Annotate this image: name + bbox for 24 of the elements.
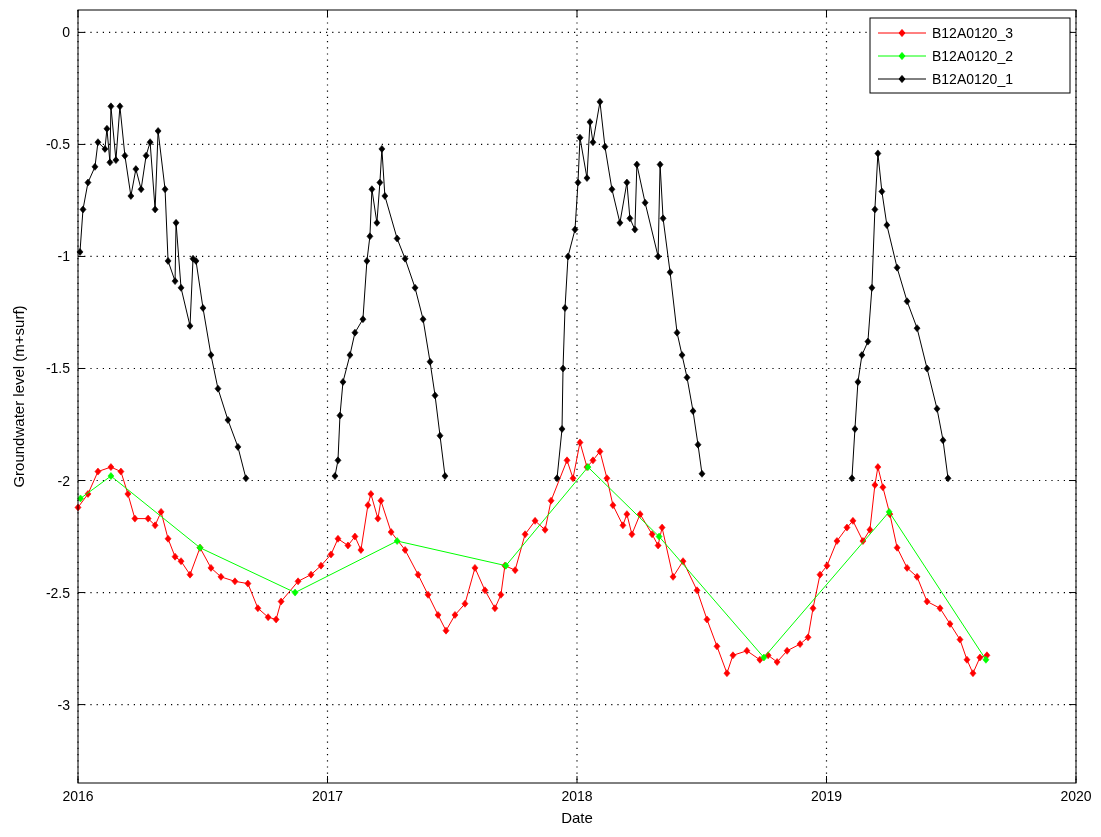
x-tick-label: 2017 <box>311 788 344 804</box>
x-axis-title: Date <box>561 809 593 826</box>
point <box>107 472 115 480</box>
legend-label: B12A0120_1 <box>932 71 1014 87</box>
x-tick-label: 2019 <box>810 788 843 804</box>
y-axis-title: Groundwater level (m+surf) <box>10 305 27 488</box>
y-tick-label: -1 <box>57 248 71 265</box>
point <box>291 588 299 597</box>
y-tick-label: -0.5 <box>45 136 71 153</box>
y-tick-label: -2.5 <box>45 584 71 601</box>
y-tick-label: -1.5 <box>45 360 71 377</box>
y-tick-label: -2 <box>57 472 71 489</box>
point <box>760 653 768 662</box>
y-tick-label: -3 <box>57 696 71 713</box>
x-tick-label: 2016 <box>62 788 94 804</box>
x-tick-label: 2020 <box>1060 788 1092 804</box>
point <box>393 537 401 545</box>
legend-label: B12A0120_2 <box>932 48 1014 64</box>
y-tick-label: 0 <box>62 24 71 41</box>
point <box>655 532 663 541</box>
x-tick-label: 2018 <box>561 788 593 804</box>
legend-label: B12A0120_3 <box>932 25 1014 41</box>
point <box>77 494 84 503</box>
point <box>982 655 990 664</box>
